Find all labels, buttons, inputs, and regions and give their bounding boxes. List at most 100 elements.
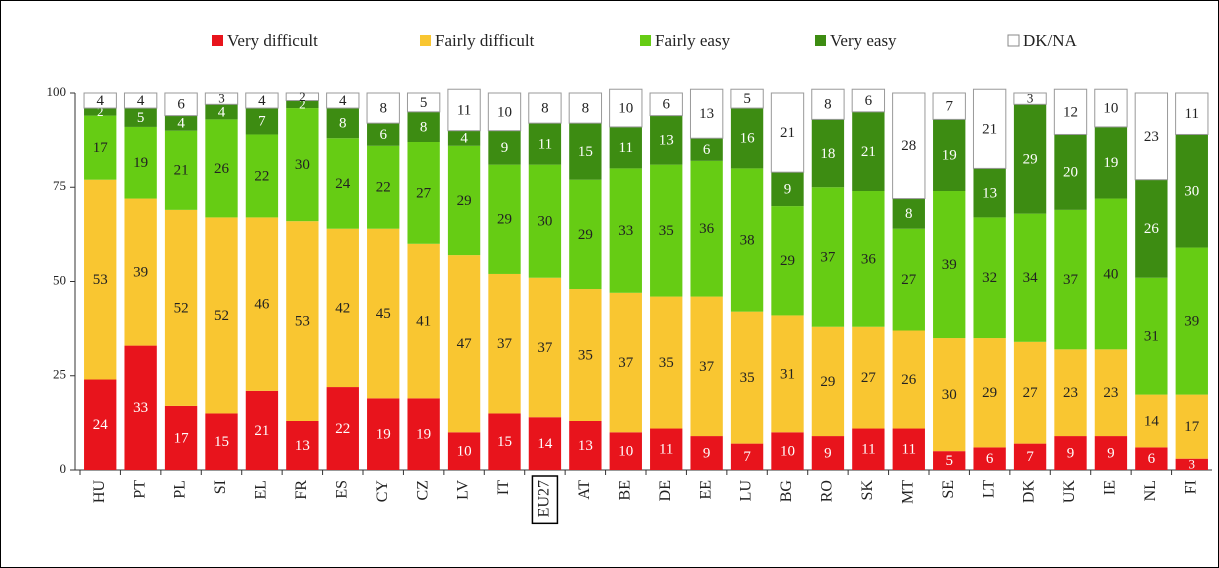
value-label: 34: [1023, 270, 1039, 286]
value-label: 19: [1103, 155, 1118, 171]
value-label: 14: [537, 436, 553, 452]
bar-segment: [933, 119, 966, 192]
x-tick-label: LV: [455, 480, 472, 500]
x-tick-label: CY: [374, 480, 391, 503]
x-tick-label: ES: [333, 480, 350, 499]
bar-segment: [286, 221, 319, 421]
value-label: 35: [578, 347, 593, 363]
bar-segment: [650, 164, 683, 297]
bar-segment: [650, 428, 683, 470]
y-tick-label: 100: [47, 84, 67, 99]
bar-segment: [407, 398, 440, 470]
bar-segment: [1013, 443, 1047, 470]
value-label: 36: [699, 221, 715, 237]
bar-segment: [367, 228, 400, 399]
bar-segment: [84, 179, 117, 380]
value-label: 9: [1107, 445, 1115, 461]
bar-segment: [1094, 126, 1128, 199]
x-tick-label: PL: [172, 480, 189, 499]
value-label: 23: [1103, 385, 1118, 401]
value-label: 9: [703, 445, 711, 461]
bar-segment: [205, 217, 238, 414]
bar-segment: [1054, 134, 1087, 210]
bar-segment: [447, 432, 481, 470]
bar-segment: [286, 108, 319, 222]
x-tick-label: RO: [819, 480, 836, 502]
value-label: 29: [457, 193, 472, 209]
value-label: 33: [618, 223, 633, 239]
x-tick-label: NL: [1142, 480, 1159, 501]
bar-segment: [447, 88, 481, 132]
y-tick-label: 0: [60, 461, 67, 476]
x-tick-label: LU: [738, 480, 755, 502]
bar-segment: [851, 88, 886, 113]
value-label: 27: [1023, 385, 1039, 401]
bar-segment: [447, 130, 481, 146]
x-tick-label: FI: [1182, 480, 1199, 494]
bar-segment: [689, 88, 724, 139]
bar-segment: [286, 420, 319, 470]
value-label: 17: [174, 430, 190, 446]
value-label: 15: [497, 434, 512, 450]
value-label: 37: [820, 249, 836, 265]
bar-segment: [84, 379, 117, 470]
value-label: 21: [982, 121, 997, 137]
value-label: 22: [254, 168, 269, 184]
value-label: 29: [780, 253, 795, 269]
bar-segment: [528, 123, 562, 165]
value-label: 38: [740, 232, 755, 248]
bar-segment: [811, 326, 845, 437]
value-label: 35: [659, 223, 674, 239]
value-label: 28: [901, 138, 916, 154]
value-label: 21: [174, 163, 189, 179]
bar-segment: [367, 398, 400, 470]
value-label: 8: [824, 97, 832, 113]
value-label: 17: [93, 140, 109, 156]
value-label: 29: [820, 374, 835, 390]
bar-segment: [205, 104, 238, 120]
bar-segment: [326, 108, 359, 139]
value-label: 10: [457, 444, 472, 460]
value-label: 11: [619, 140, 633, 156]
value-label: 30: [942, 387, 957, 403]
bar-segment: [245, 390, 279, 470]
value-label: 5: [137, 110, 145, 126]
value-label: 11: [538, 136, 552, 152]
bar-segment: [892, 330, 925, 429]
value-label: 5: [945, 453, 953, 469]
bar-segment: [568, 92, 603, 124]
bar-segment: [447, 145, 481, 256]
x-tick-label: EE: [697, 480, 714, 500]
value-label: 11: [457, 102, 471, 118]
value-label: 27: [416, 185, 432, 201]
x-tick-label: DE: [657, 480, 674, 501]
bar-segment: [164, 209, 198, 406]
x-tick-label: MT: [899, 480, 916, 504]
value-label: 4: [460, 131, 468, 147]
value-label: 3: [1189, 456, 1196, 471]
legend-swatch: [1007, 34, 1020, 47]
bar-segment: [1053, 88, 1088, 135]
bar-segment: [84, 115, 117, 180]
bar-segment: [1175, 247, 1208, 395]
legend-swatch: [640, 35, 651, 46]
bar-segment: [852, 111, 885, 192]
bar-segment: [1054, 349, 1087, 437]
bar-segment: [1135, 179, 1168, 278]
value-label: 11: [659, 442, 673, 458]
value-label: 8: [582, 101, 590, 117]
bar-segment: [609, 88, 643, 128]
bar-segment: [83, 92, 117, 109]
value-label: 9: [784, 182, 792, 198]
value-label: 4: [339, 93, 347, 109]
value-label: 7: [1026, 449, 1034, 465]
value-label: 6: [1148, 451, 1156, 467]
bar-segment: [488, 164, 521, 274]
value-label: 21: [861, 144, 876, 160]
bar-segment: [367, 145, 400, 229]
bar-segment: [1134, 92, 1169, 181]
bar-segment: [1013, 213, 1047, 342]
value-label: 3: [1027, 91, 1034, 106]
value-label: 33: [133, 400, 148, 416]
bar-segment: [649, 92, 683, 117]
